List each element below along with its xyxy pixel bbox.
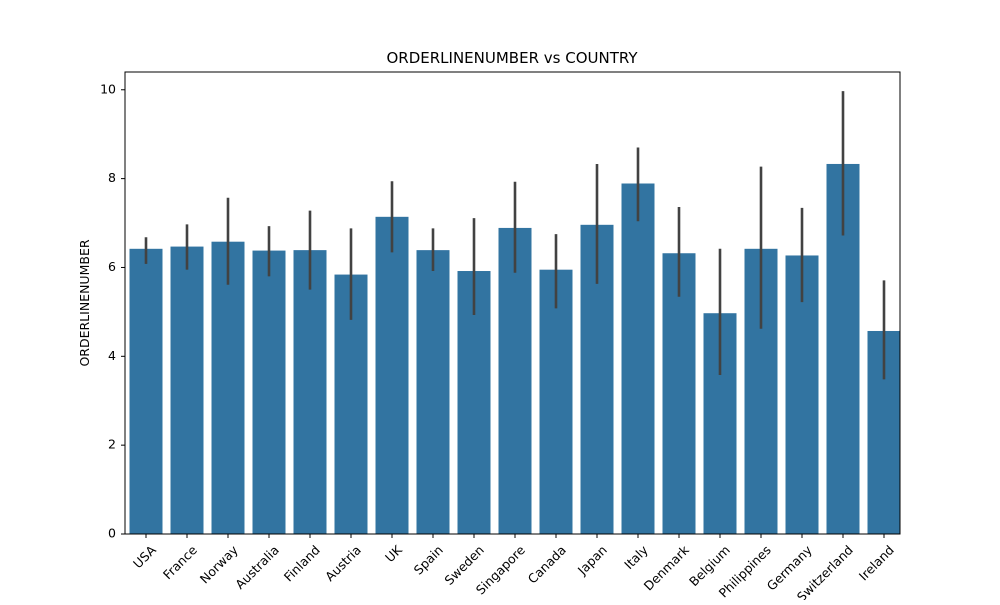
bar-uk (375, 216, 409, 535)
bar-usa (129, 248, 163, 535)
x-tick-label: France (160, 542, 200, 582)
y-tick-label: 6 (108, 259, 116, 274)
y-tick-label: 0 (108, 526, 116, 541)
bar-italy (621, 183, 655, 534)
y-tick-label: 8 (108, 170, 116, 185)
x-tick-label: Australia (232, 542, 282, 592)
bar-norway (211, 241, 245, 534)
y-ticks-layer: 0 2 4 6 8 10 (100, 81, 125, 541)
x-tick-label: Spain (411, 542, 446, 577)
errorbars-layer (144, 91, 886, 380)
y-tick-label: 10 (100, 81, 116, 96)
x-tick-label: USA (130, 542, 159, 571)
bar-finland (293, 250, 327, 534)
chart-title: ORDERLINENUMBER vs COUNTRY (387, 49, 639, 67)
bar-australia (252, 250, 286, 535)
x-tick-label: Italy (621, 542, 651, 572)
x-tick-label: Finland (281, 542, 323, 584)
plot-frame (124, 71, 901, 535)
x-tick-label: UK (382, 542, 405, 565)
x-tick-label: Japan (574, 542, 610, 578)
x-tick-label: Austria (322, 542, 364, 584)
x-tick-label: Ireland (856, 542, 897, 583)
bar-canada (539, 269, 573, 534)
y-axis-title: ORDERLINENUMBER (77, 239, 92, 366)
bar-singapore (498, 227, 532, 535)
y-tick-label: 2 (108, 437, 116, 452)
x-tick-label: Canada (525, 542, 569, 586)
x-tick-label: Denmark (641, 542, 693, 594)
y-tick-label: 4 (108, 348, 116, 363)
bars-layer (129, 163, 901, 535)
bar-spain (416, 250, 450, 534)
bar-denmark (662, 253, 696, 534)
bar-france (170, 246, 204, 534)
